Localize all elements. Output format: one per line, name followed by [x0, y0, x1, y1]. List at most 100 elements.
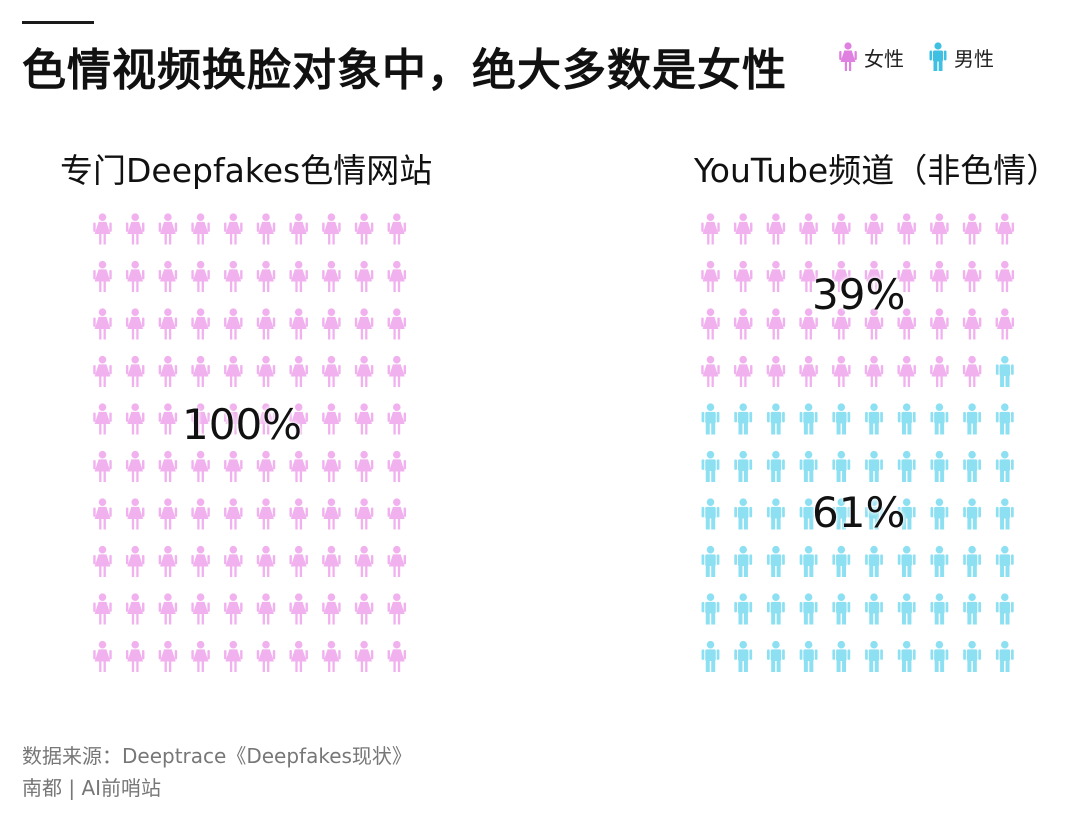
left-female-person-icon-69: [354, 498, 374, 530]
left-female-person-icon-65: [224, 498, 243, 530]
left-female-person-icon-93: [158, 640, 178, 672]
right-male-person-icon-55: [832, 450, 851, 482]
right-male-person-icon-75: [832, 545, 851, 577]
right-female-person-icon-30: [995, 308, 1015, 340]
right-male-person-icon-78: [930, 545, 949, 577]
left-female-person-icon-18: [322, 260, 341, 292]
right-male-person-icon-49: [963, 403, 982, 435]
right-female-person-icon-12: [733, 260, 753, 292]
right-female-person-icon-31: [701, 355, 720, 387]
left-female-person-icon-98: [322, 640, 341, 672]
right-female-person-icon-39: [962, 355, 982, 387]
right-female-percentage: 39%: [812, 270, 906, 319]
left-female-person-icon-94: [191, 640, 210, 672]
left-female-person-icon-17: [289, 260, 308, 292]
left-female-person-icon-11: [93, 260, 112, 292]
left-panel-title: 专门Deepfakes色情网站: [60, 151, 433, 190]
left-female-person-icon-60: [387, 450, 407, 482]
left-female-person-icon-47: [289, 403, 308, 435]
left-female-person-icon-8: [322, 213, 341, 245]
right-female-person-icon-6: [864, 213, 884, 245]
left-female-person-icon-32: [125, 355, 145, 387]
legend: 女性 男性: [838, 42, 994, 72]
left-female-person-icon-25: [224, 308, 243, 340]
right-female-person-icon-11: [701, 260, 720, 292]
right-male-percentage: 61%: [812, 488, 906, 537]
left-female-person-icon-73: [158, 545, 178, 577]
right-male-person-icon-76: [865, 545, 883, 577]
right-male-person-icon-87: [897, 593, 916, 625]
left-female-person-icon-36: [256, 355, 276, 387]
left-female-person-icon-85: [224, 593, 243, 625]
right-male-person-icon-45: [832, 403, 851, 435]
right-female-person-icon-35: [832, 355, 851, 387]
right-female-person-icon-26: [864, 308, 884, 340]
left-female-person-icon-40: [387, 355, 407, 387]
right-female-person-icon-21: [701, 308, 720, 340]
right-male-person-icon-90: [995, 593, 1014, 625]
right-male-person-icon-84: [799, 593, 818, 625]
left-female-person-icon-23: [158, 308, 178, 340]
left-female-person-icon-4: [191, 213, 210, 245]
right-male-person-icon-74: [799, 545, 818, 577]
left-female-person-icon-76: [256, 545, 276, 577]
right-male-person-icon-89: [963, 593, 982, 625]
right-female-person-icon-33: [766, 355, 786, 387]
right-male-person-icon-92: [734, 640, 753, 672]
right-female-person-icon-10: [995, 213, 1015, 245]
right-female-person-icon-4: [799, 213, 818, 245]
left-female-person-icon-48: [322, 403, 341, 435]
right-female-person-icon-37: [897, 355, 916, 387]
right-male-person-icon-97: [897, 640, 916, 672]
left-female-person-icon-12: [125, 260, 145, 292]
right-male-person-icon-50: [995, 403, 1014, 435]
right-male-person-icon-80: [995, 545, 1014, 577]
right-female-person-icon-28: [930, 308, 949, 340]
right-male-person-icon-44: [799, 403, 818, 435]
left-female-person-icon-88: [322, 593, 341, 625]
left-female-person-icon-44: [191, 403, 210, 435]
left-female-person-icon-71: [93, 545, 112, 577]
right-pictogram-grid: [698, 210, 1018, 680]
right-female-person-icon-13: [766, 260, 786, 292]
left-female-person-icon-31: [93, 355, 112, 387]
male-person-icon: [928, 42, 948, 72]
right-male-person-icon-98: [930, 640, 949, 672]
left-female-person-icon-55: [224, 450, 243, 482]
right-male-person-icon-40: [995, 355, 1014, 387]
right-male-person-icon-42: [734, 403, 753, 435]
right-female-person-icon-17: [897, 260, 916, 292]
left-female-person-icon-75: [224, 545, 243, 577]
left-female-person-icon-9: [354, 213, 374, 245]
right-female-person-icon-32: [733, 355, 753, 387]
left-female-person-icon-68: [322, 498, 341, 530]
right-male-person-icon-53: [766, 450, 785, 482]
legend-label-female: 女性: [864, 46, 904, 71]
right-female-person-icon-2: [733, 213, 753, 245]
left-female-person-icon-100: [387, 640, 407, 672]
right-male-person-icon-91: [701, 640, 720, 672]
right-male-person-icon-70: [995, 498, 1014, 530]
left-female-person-icon-83: [158, 593, 178, 625]
right-female-person-icon-14: [799, 260, 818, 292]
right-male-person-icon-93: [766, 640, 785, 672]
right-male-person-icon-59: [963, 450, 982, 482]
left-pictogram-svg: [93, 213, 407, 672]
left-female-person-icon-28: [322, 308, 341, 340]
left-female-person-icon-20: [387, 260, 407, 292]
left-female-person-icon-78: [322, 545, 341, 577]
left-female-person-icon-95: [224, 640, 243, 672]
left-female-person-icon-22: [125, 308, 145, 340]
left-female-person-icon-41: [93, 403, 112, 435]
left-female-person-icon-92: [125, 640, 145, 672]
left-female-person-icon-21: [93, 308, 112, 340]
right-female-person-icon-5: [832, 213, 851, 245]
right-male-person-icon-67: [897, 498, 916, 530]
page-title: 色情视频换脸对象中，绝大多数是女性: [22, 45, 787, 96]
right-female-person-icon-19: [962, 260, 982, 292]
right-female-person-icon-16: [864, 260, 884, 292]
right-male-person-icon-54: [799, 450, 818, 482]
credit-line: 南都 | AI前哨站: [22, 776, 162, 800]
right-female-person-icon-18: [930, 260, 949, 292]
left-female-person-icon-38: [322, 355, 341, 387]
